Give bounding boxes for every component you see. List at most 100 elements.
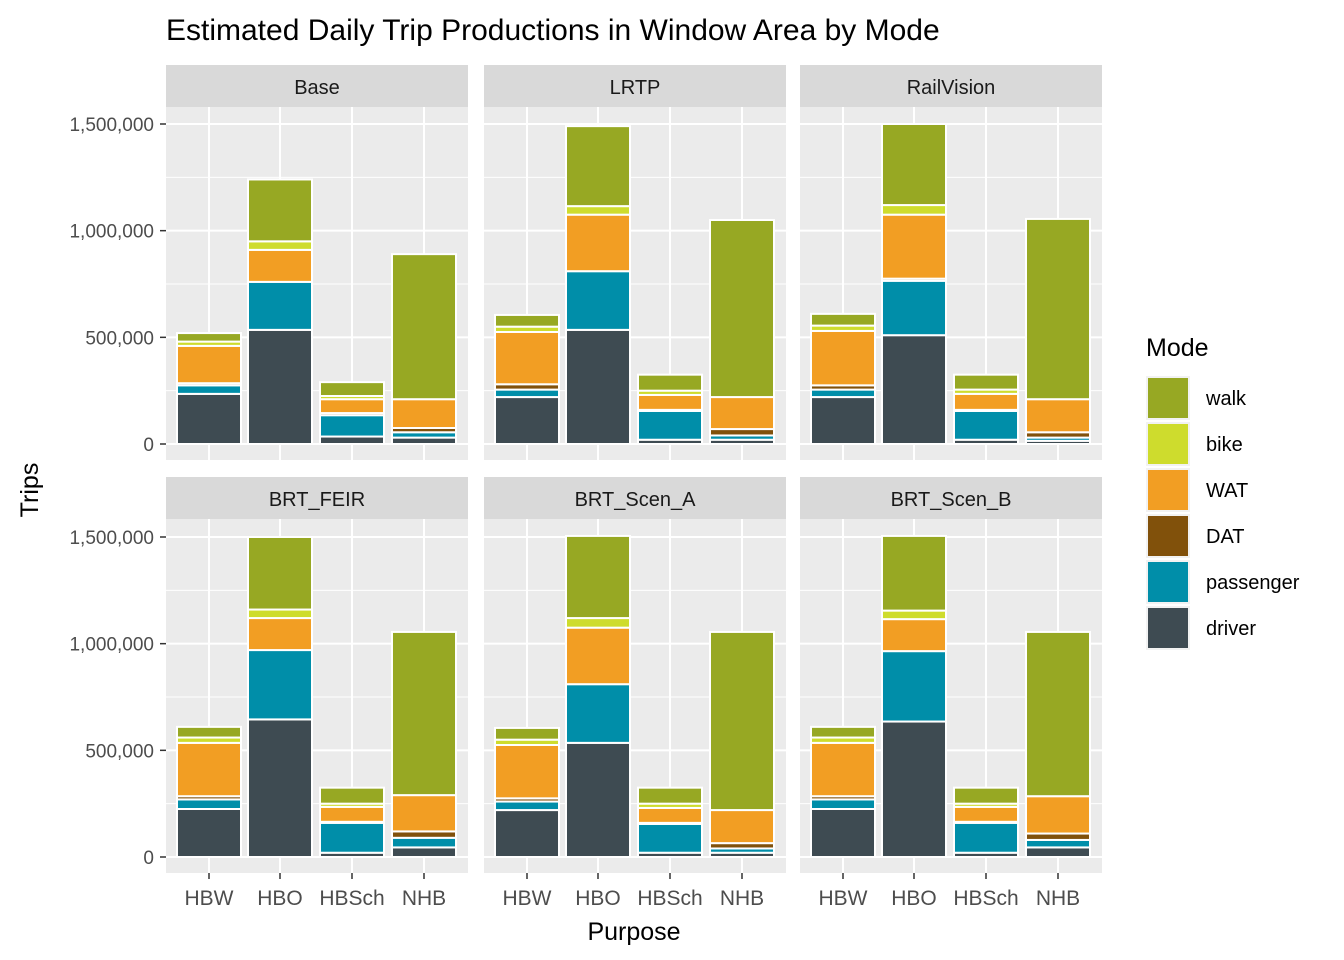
bar-segment-HBW-passenger [494,388,560,399]
y-tick-label: 1,500,000 [69,528,154,549]
strip-label: LRTP [610,77,661,99]
bar-segment-HBSch-WAT [637,806,703,824]
bar-segment-NHB-passenger [1025,838,1091,849]
bar-segment-HBSch-walk [637,373,703,392]
panel-LRTP: LRTP [484,65,786,460]
bar-segment-HBO-driver [881,720,947,858]
bar-segment-HBW-passenger [494,800,560,812]
legend-swatch-driver [1148,608,1188,648]
bar-segment-HBW-passenger [810,388,876,399]
panel-BRT_Scen_B: BRT_Scen_B HBW HBO HBSch NHB [800,477,1102,910]
bar-segment-HBO-walk [247,178,313,243]
bar-segment-HBO-bike [247,240,313,251]
x-tick-label: HBW [185,887,234,910]
legend-swatch-DAT [1148,516,1188,556]
bar-segment-HBSch-passenger [319,821,385,854]
strip-label: BRT_Scen_B [891,489,1012,511]
bar-segment-HBO-WAT [247,617,313,652]
bar-segment-HBO-walk [881,534,947,612]
bar-segment-HBW-driver [810,396,876,446]
bar-segment-NHB-WAT [709,396,775,431]
legend-label-walk: walk [1205,388,1247,410]
bar-segment-HBW-driver [176,808,242,858]
bar-segment-HBO-WAT [247,248,313,283]
strip-label: RailVision [907,77,996,99]
bar-segment-HBW-WAT [176,344,242,385]
y-tick-label: 500,000 [85,741,154,762]
bar-segment-HBW-walk [494,726,560,741]
bar-segment-NHB-walk [709,219,775,399]
bar-segment-HBO-walk [247,536,313,611]
bar-segment-HBSch-WAT [319,805,385,823]
x-tick-label: HBSch [637,887,702,910]
bar-segment-NHB-WAT [1025,398,1091,434]
bar-segment-HBW-walk [176,332,242,343]
strip-label: BRT_FEIR [269,489,365,511]
bar-segment-HBO-driver [247,328,313,445]
legend-swatch-bike [1148,424,1188,464]
strip-background [800,477,1102,519]
bar-segment-HBO-walk [881,123,947,207]
bar-segment-HBO-passenger [565,683,631,744]
bar-segment-HBW-walk [176,725,242,739]
x-tick-label: HBW [819,887,868,910]
bar-segment-HBSch-passenger [319,414,385,438]
panel-BRT_Scen_A: BRT_Scen_A HBW HBO HBSch NHB [484,477,786,910]
x-tick-label: NHB [720,887,764,910]
bar-segment-HBO-WAT [881,213,947,280]
bar-segment-HBO-passenger [565,270,631,331]
x-tick-label: NHB [1036,887,1080,910]
y-tick-label: 1,000,000 [69,635,154,656]
bar-segment-HBW-driver [494,396,560,446]
bar-segment-HBW-WAT [176,741,242,798]
x-tick-label: HBO [891,887,937,910]
legend-title: Mode [1146,334,1209,362]
bar-segment-HBSch-driver [319,435,385,445]
bar-segment-NHB-WAT [391,398,457,430]
chart-title: Estimated Daily Trip Productions in Wind… [166,14,940,47]
bar-segment-HBW-WAT [494,744,560,800]
strip-background [800,65,1102,107]
bar-segment-HBO-bike [565,617,631,629]
y-tick-label: 0 [143,435,154,456]
x-axis-title: Purpose [587,918,680,946]
legend-label-passenger: passenger [1206,572,1300,594]
bar-segment-HBW-walk [810,725,876,739]
bar-segment-HBSch-passenger [637,409,703,441]
bar-segment-HBW-WAT [494,331,560,386]
bar-segment-HBO-passenger [881,650,947,723]
y-axis-title: Trips [16,463,44,518]
strip-background [166,477,468,519]
bar-segment-HBO-WAT [565,626,631,686]
y-tick-label: 0 [143,848,154,869]
strip-label: Base [294,77,340,99]
bar-segment-HBSch-passenger [953,821,1019,854]
x-tick-label: HBO [575,887,621,910]
bar-segment-HBW-WAT [810,329,876,387]
y-tick-label: 1,500,000 [69,115,154,136]
bar-segment-HBW-walk [494,313,560,328]
legend-label-WAT: WAT [1206,480,1248,502]
bar-segment-NHB-walk [391,630,457,797]
legend-label-bike: bike [1206,434,1243,456]
bar-segment-HBSch-walk [637,786,703,805]
bar-segment-HBO-passenger [881,279,947,337]
legend-label-driver: driver [1206,618,1256,640]
bar-segment-HBSch-WAT [319,398,385,415]
bar-segment-HBO-driver [881,334,947,446]
bar-segment-NHB-walk [1025,630,1091,798]
bar-segment-HBO-WAT [565,213,631,273]
bar-segment-HBW-passenger [176,384,242,395]
bar-segment-HBO-passenger [247,280,313,331]
bar-segment-HBO-passenger [247,649,313,721]
bar-segment-NHB-WAT [391,794,457,833]
bar-segment-HBO-driver [247,718,313,859]
legend: Mode walk bike WAT DAT passenger driver [1146,334,1300,650]
x-tick-label: HBSch [953,887,1018,910]
bar-segment-HBW-passenger [176,798,242,811]
bar-segment-HBO-WAT [881,618,947,653]
legend-swatch-WAT [1148,470,1188,510]
x-tick-label: NHB [402,887,446,910]
bar-segment-NHB-driver [1025,846,1091,859]
